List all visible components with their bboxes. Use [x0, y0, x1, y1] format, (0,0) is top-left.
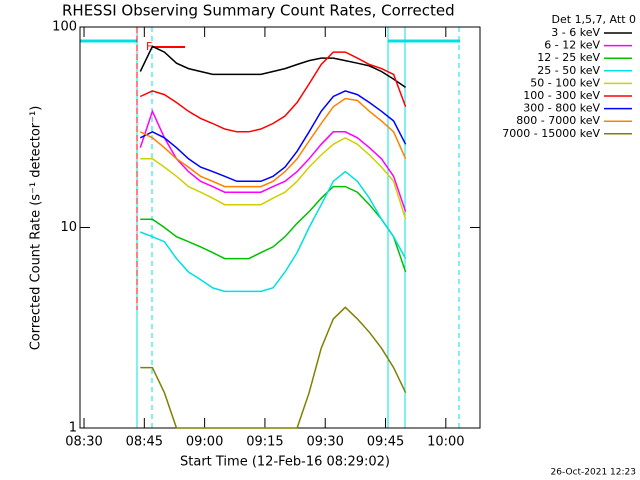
series-line	[139, 51, 407, 133]
x-tick-label: 09:30	[306, 435, 343, 450]
series-line	[139, 45, 407, 89]
chart-title: RHESSI Observing Summary Count Rates, Co…	[62, 2, 455, 20]
series-line	[139, 90, 407, 183]
legend-label: 7000 - 15000 keV	[502, 127, 600, 140]
series-line	[140, 185, 407, 273]
legend-label: 100 - 300 keV	[523, 89, 600, 102]
y-tick-label: 10	[60, 220, 77, 235]
x-tick-label: 09:00	[186, 435, 223, 450]
legend-title: Det 1,5,7, Att 0	[552, 13, 636, 26]
x-tick-label: 08:30	[65, 435, 102, 450]
series-line	[140, 170, 407, 293]
series-line	[140, 136, 407, 220]
legend-label: 6 - 12 keV	[544, 39, 600, 52]
x-tick-label: 09:15	[246, 435, 283, 450]
legend-label: 300 - 800 keV	[523, 102, 600, 115]
legend-label: 3 - 6 keV	[551, 26, 600, 39]
legend-label: 50 - 100 keV	[530, 76, 600, 89]
legend-label: 12 - 25 keV	[537, 51, 600, 64]
y-axis-label: Corrected Count Rate (s⁻¹ detector⁻¹)	[29, 106, 44, 351]
x-tick-label: 09:45	[367, 435, 404, 450]
series-line	[139, 97, 407, 188]
legend-label: 25 - 50 keV	[537, 64, 600, 77]
series-line	[139, 109, 407, 212]
series-line	[140, 306, 407, 429]
footer: 26-Oct-2021 12:23	[551, 468, 636, 478]
legend-label: 800 - 7000 keV	[516, 114, 600, 127]
flare-flag: F	[146, 40, 152, 53]
x-axis-label: Start Time (12-Feb-16 08:29:02)	[180, 455, 390, 470]
x-tick-label: 08:45	[126, 435, 163, 450]
y-tick-label: 100	[52, 20, 77, 35]
x-tick-label: 10:00	[427, 435, 464, 450]
y-tick-label: 1	[69, 421, 77, 436]
